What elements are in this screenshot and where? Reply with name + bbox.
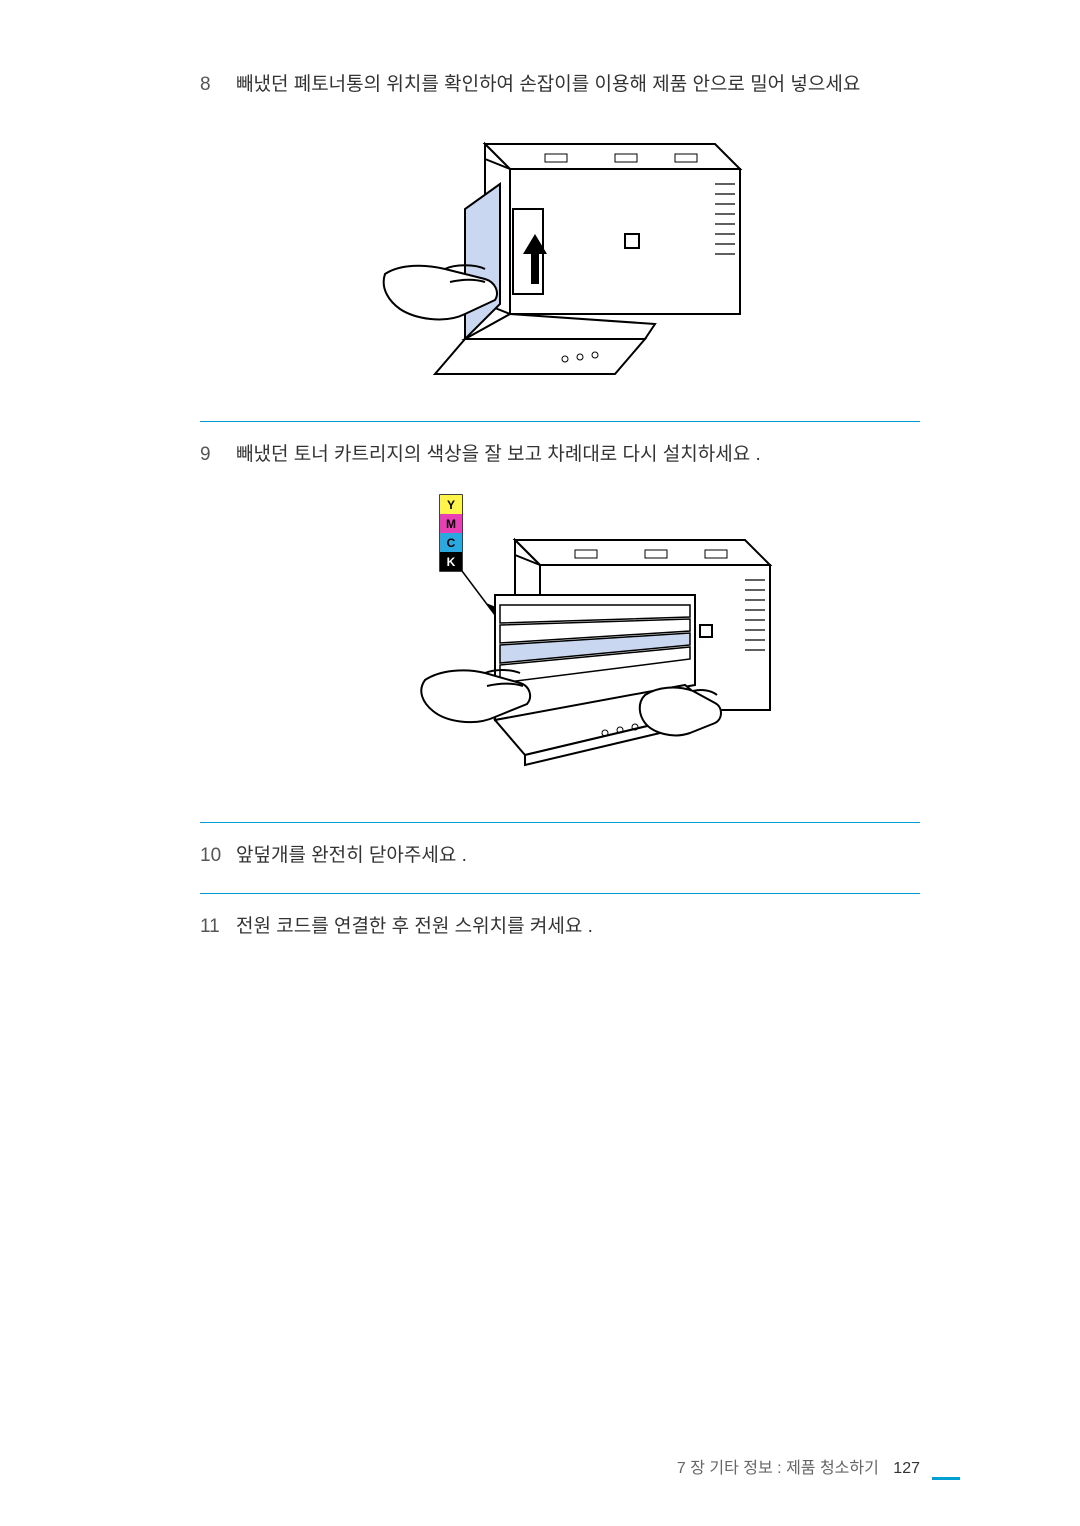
toner-k-label: K bbox=[447, 555, 456, 569]
figure-toner-install: Y M C K bbox=[200, 485, 920, 800]
step-number: 8 bbox=[200, 70, 236, 100]
toner-y-label: Y bbox=[447, 498, 455, 512]
ymck-label: Y M C K bbox=[440, 495, 462, 571]
step-number: 11 bbox=[200, 912, 236, 942]
step-text: 전원 코드를 연결한 후 전원 스위치를 켜세요 . bbox=[236, 912, 920, 942]
footer-chapter: 7 장 기타 정보 : 제품 청소하기 bbox=[677, 1460, 879, 1477]
step-11: 11 전원 코드를 연결한 후 전원 스위치를 켜세요 . bbox=[200, 912, 920, 942]
figure-waste-toner bbox=[200, 114, 920, 399]
step-text: 앞덮개를 완전히 닫아주세요 . bbox=[236, 841, 920, 871]
divider bbox=[200, 893, 920, 894]
toner-c-label: C bbox=[447, 536, 456, 550]
step-10: 10 앞덮개를 완전히 닫아주세요 . bbox=[200, 841, 920, 871]
step-number: 9 bbox=[200, 440, 236, 470]
footer-page-number: 127 bbox=[893, 1460, 920, 1477]
step-8: 8 빼냈던 폐토너통의 위치를 확인하여 손잡이를 이용해 제품 안으로 밀어 … bbox=[200, 70, 920, 100]
step-text: 빼냈던 토너 카트리지의 색상을 잘 보고 차례대로 다시 설치하세요 . bbox=[236, 440, 920, 470]
divider bbox=[200, 822, 920, 823]
page-footer: 7 장 기타 정보 : 제품 청소하기 127 bbox=[677, 1454, 920, 1478]
step-9: 9 빼냈던 토너 카트리지의 색상을 잘 보고 차례대로 다시 설치하세요 . bbox=[200, 440, 920, 470]
step-text: 빼냈던 폐토너통의 위치를 확인하여 손잡이를 이용해 제품 안으로 밀어 넣으… bbox=[236, 70, 920, 100]
step-number: 10 bbox=[200, 841, 236, 871]
toner-m-label: M bbox=[446, 517, 456, 531]
footer-accent-bar bbox=[932, 1477, 960, 1480]
divider bbox=[200, 421, 920, 422]
